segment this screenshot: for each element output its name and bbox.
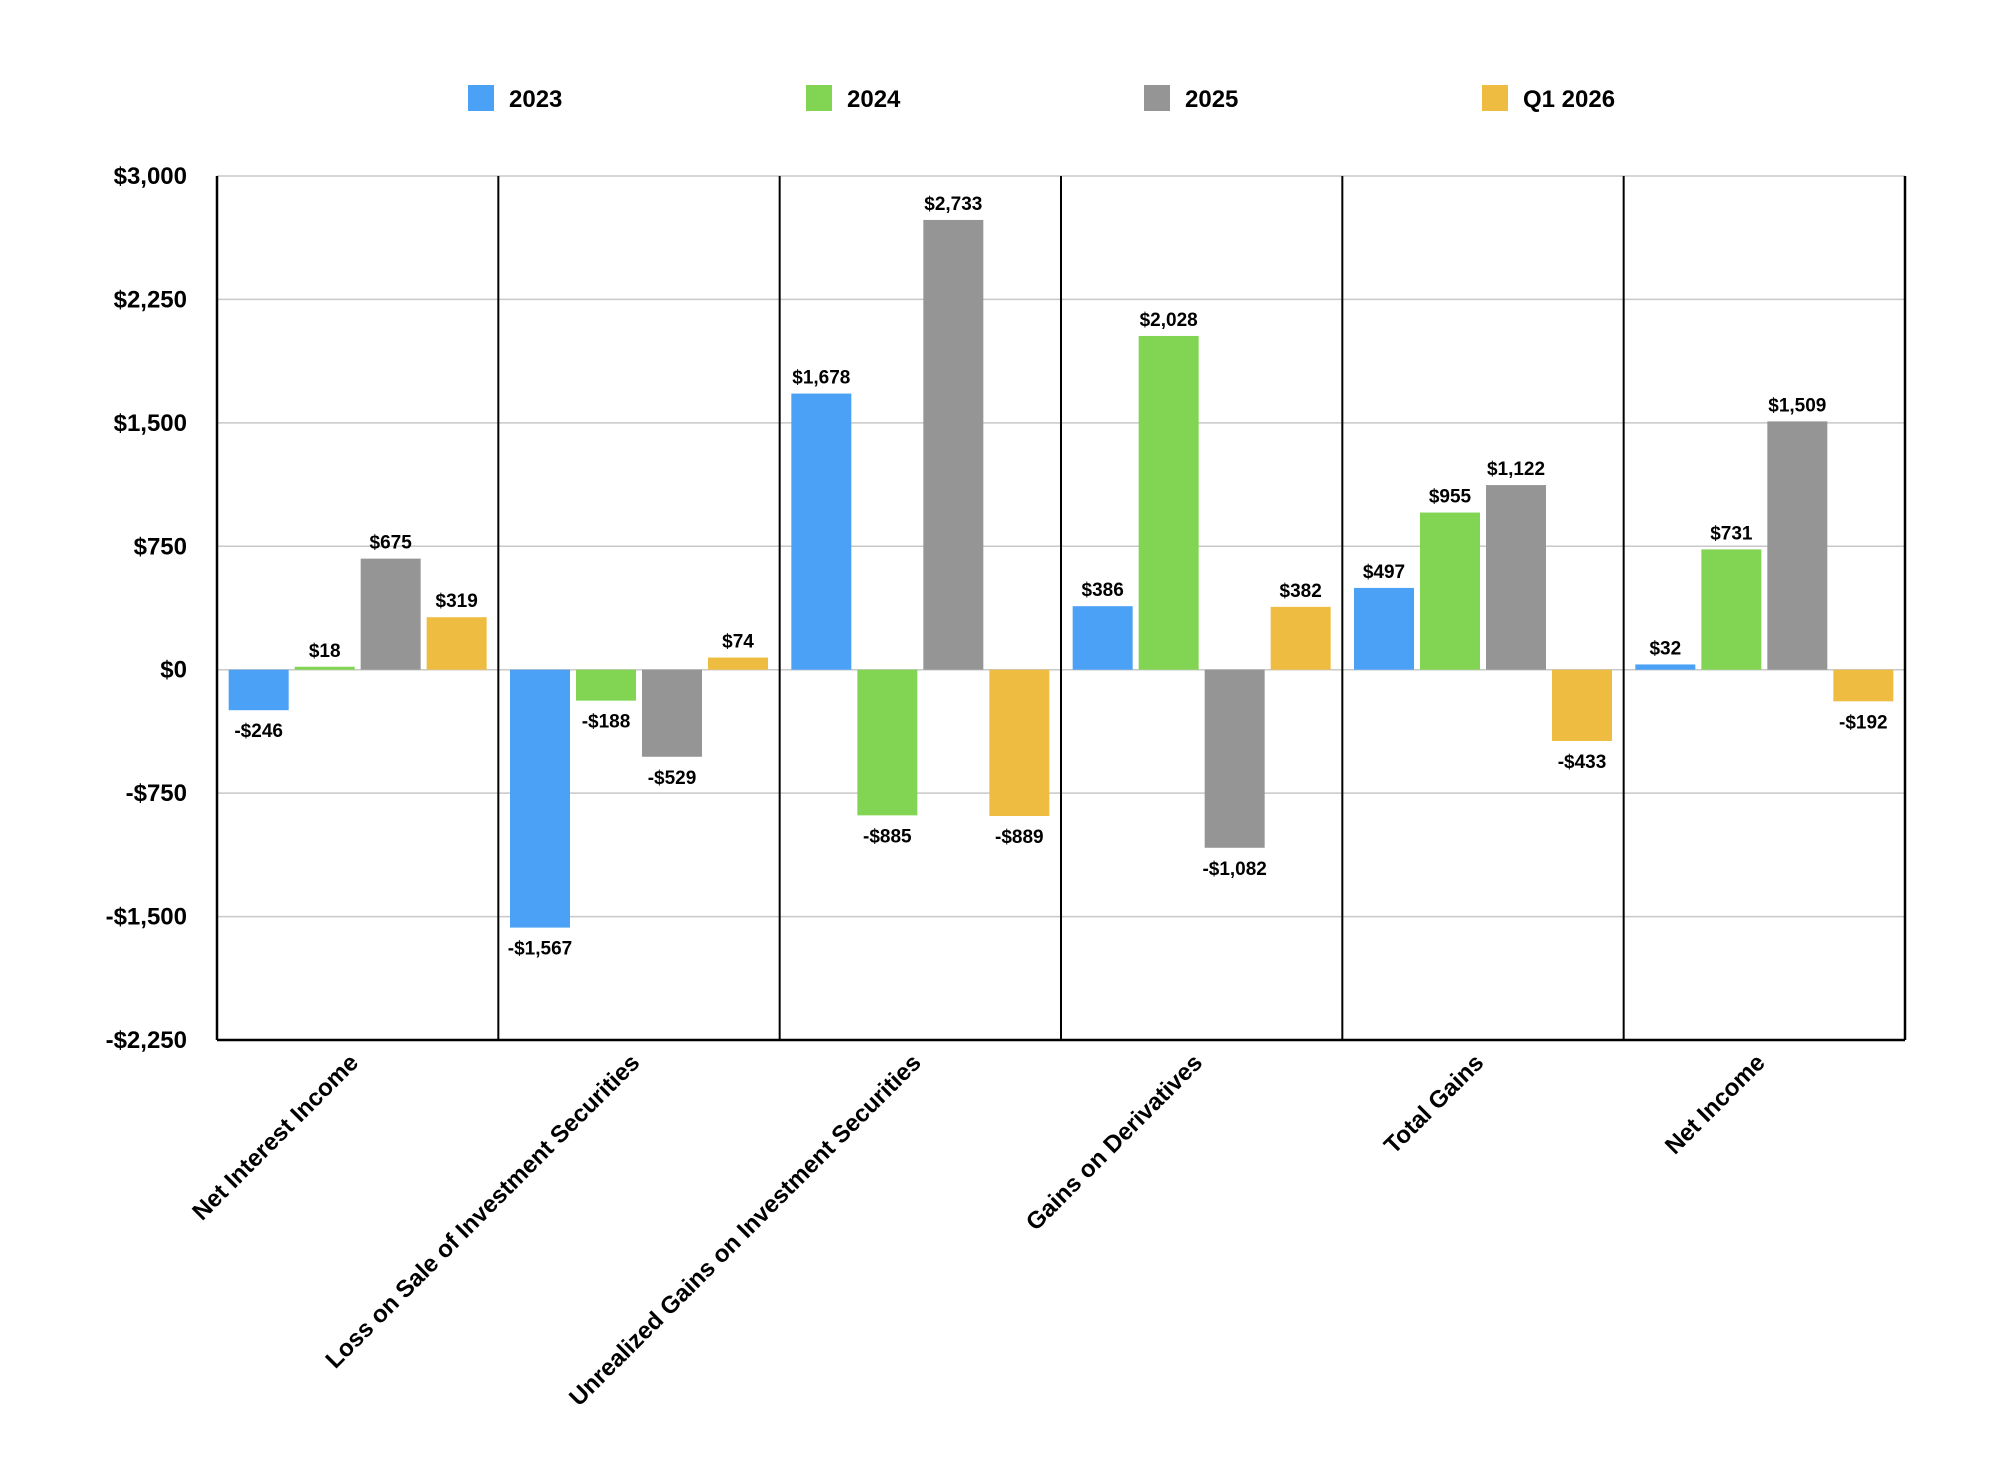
bar-1-0 — [510, 669, 570, 928]
category-label-3: Gains on Derivatives — [1021, 1049, 1208, 1236]
data-label-4-0: $497 — [1363, 562, 1405, 583]
data-label-3-2: -$1,082 — [1202, 859, 1266, 880]
y-tick-label-2: $1,500 — [114, 410, 187, 437]
legend-swatch-3 — [1482, 85, 1508, 111]
bar-4-1 — [1420, 512, 1480, 670]
data-label-5-3: -$192 — [1839, 712, 1888, 733]
y-axis: $3,000 $2,250 $1,500 $750 $0 -$750 -$1,500 -$2,… — [106, 163, 187, 1054]
bar-3-2 — [1204, 669, 1265, 848]
y-tick-label-6: -$1,500 — [106, 904, 187, 931]
bar-5-1 — [1701, 549, 1762, 670]
y-tick-label-5: -$750 — [126, 780, 187, 807]
category-label-1: Loss on Sale of Investment Securities — [321, 1049, 646, 1374]
bar-2-2 — [923, 219, 984, 670]
bar-5-3 — [1833, 669, 1894, 702]
legend-swatch-1 — [806, 85, 832, 111]
data-label-2-0: $1,678 — [792, 368, 850, 389]
bar-2-3 — [989, 669, 1050, 817]
data-label-2-2: $2,733 — [924, 194, 982, 215]
bar-3-3 — [1270, 606, 1331, 670]
y-tick-label-4: $0 — [160, 657, 187, 684]
data-label-5-0: $32 — [1649, 638, 1681, 659]
data-label-3-0: $386 — [1082, 580, 1124, 601]
bar-1-2 — [642, 669, 702, 757]
data-label-4-2: $1,122 — [1487, 459, 1545, 480]
data-label-4-1: $955 — [1429, 487, 1472, 508]
legend: 2023 2024 2025 Q1 2026 — [468, 85, 1615, 113]
bar-4-2 — [1486, 485, 1546, 670]
data-label-1-1: -$188 — [582, 712, 631, 733]
plot-frame — [215, 176, 1907, 1042]
legend-swatch-0 — [468, 85, 494, 111]
y-tick-label-1: $2,250 — [114, 286, 187, 313]
bar-0-0 — [228, 669, 289, 711]
category-label-2: Unrealized Gains on Investment Securitie… — [564, 1049, 926, 1411]
bar-1-3 — [708, 657, 768, 670]
bar-5-2 — [1767, 421, 1828, 670]
bar-4-0 — [1354, 587, 1414, 670]
bar-1-1 — [576, 669, 636, 701]
legend-label-3: Q1 2026 — [1523, 86, 1615, 113]
category-label-5: Net Income — [1660, 1049, 1771, 1160]
data-label-2-3: -$889 — [995, 827, 1044, 848]
y-tick-label-0: $3,000 — [114, 163, 187, 190]
data-label-1-2: -$529 — [648, 768, 697, 789]
bar-2-0 — [791, 393, 852, 670]
data-label-0-3: $319 — [436, 591, 478, 612]
bar-2-1 — [857, 669, 918, 816]
data-label-5-1: $731 — [1710, 523, 1753, 544]
data-labels: -$246 $18 $675 $319 -$1,567 -$188 -$529 $74 $1,6… — [234, 194, 1887, 960]
legend-label-1: 2024 — [847, 86, 901, 113]
y-tick-label-7: -$2,250 — [106, 1027, 187, 1054]
data-label-2-1: -$885 — [863, 826, 912, 847]
bar-5-0 — [1635, 664, 1696, 670]
bar-0-3 — [426, 617, 487, 670]
data-label-0-1: $18 — [309, 641, 341, 662]
category-label-0: Net Interest Income — [187, 1049, 364, 1226]
data-label-1-0: -$1,567 — [508, 939, 572, 960]
data-label-1-3: $74 — [722, 632, 754, 653]
bar-4-3 — [1552, 669, 1612, 741]
y-tick-label-3: $750 — [134, 533, 187, 560]
data-label-4-3: -$433 — [1558, 752, 1607, 773]
data-label-3-3: $382 — [1280, 581, 1322, 602]
bar-3-0 — [1072, 606, 1133, 670]
category-label-4: Total Gains — [1379, 1049, 1489, 1159]
bar-0-1 — [294, 666, 355, 670]
data-label-0-0: -$246 — [234, 721, 283, 742]
bar-3-1 — [1138, 335, 1199, 670]
legend-label-0: 2023 — [509, 86, 562, 113]
legend-label-2: 2025 — [1185, 86, 1238, 113]
data-label-5-2: $1,509 — [1768, 395, 1826, 416]
bars — [228, 219, 1894, 928]
legend-swatch-2 — [1144, 85, 1170, 111]
bar-0-2 — [360, 558, 421, 670]
data-label-3-1: $2,028 — [1140, 310, 1198, 331]
data-label-0-2: $675 — [370, 533, 413, 554]
